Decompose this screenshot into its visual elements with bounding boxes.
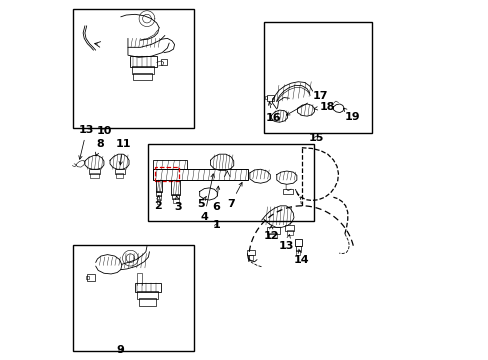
Text: 3: 3 <box>174 196 182 212</box>
Bar <box>86 276 88 279</box>
Bar <box>135 283 161 292</box>
Bar <box>285 225 293 231</box>
Bar <box>153 160 187 169</box>
Bar <box>248 255 253 260</box>
Text: 16: 16 <box>265 102 281 123</box>
Bar <box>156 195 161 200</box>
Bar <box>264 22 371 134</box>
Bar <box>115 168 124 174</box>
Bar <box>161 59 167 65</box>
Bar <box>266 226 279 234</box>
Bar <box>296 250 300 255</box>
Text: 5: 5 <box>197 197 206 210</box>
Bar <box>133 73 152 80</box>
Text: 19: 19 <box>343 108 360 122</box>
Text: 18: 18 <box>313 102 334 112</box>
Bar <box>286 230 292 235</box>
Text: 10: 10 <box>96 126 111 135</box>
Text: 13: 13 <box>79 125 94 159</box>
Text: 1: 1 <box>212 220 220 230</box>
Bar <box>139 298 155 306</box>
Text: 17: 17 <box>286 91 327 115</box>
Bar <box>155 167 179 181</box>
Bar <box>88 168 100 174</box>
Bar <box>268 233 277 238</box>
Text: 15: 15 <box>308 133 323 143</box>
Bar <box>137 291 158 299</box>
Bar <box>155 180 162 192</box>
Text: 13: 13 <box>279 235 294 251</box>
Bar <box>266 95 273 101</box>
Bar <box>156 192 161 196</box>
Text: 6: 6 <box>212 186 220 212</box>
Bar <box>172 194 179 199</box>
Text: 11: 11 <box>115 139 131 165</box>
Text: 2: 2 <box>154 195 161 211</box>
Bar <box>129 56 156 67</box>
Text: 14: 14 <box>293 249 308 265</box>
Bar <box>87 274 94 281</box>
Bar <box>73 9 194 128</box>
Bar <box>156 199 160 204</box>
Bar <box>283 189 292 194</box>
Bar <box>247 250 254 255</box>
Text: 12: 12 <box>263 225 278 240</box>
Bar <box>73 244 194 351</box>
Bar <box>89 173 99 178</box>
Text: 7: 7 <box>226 183 242 209</box>
Bar <box>294 239 301 246</box>
Bar <box>147 144 314 221</box>
Text: 9: 9 <box>117 345 124 355</box>
Bar <box>172 198 178 203</box>
Text: 4: 4 <box>200 174 214 221</box>
Bar <box>131 66 154 74</box>
Text: 8: 8 <box>95 139 104 156</box>
Bar <box>153 169 247 180</box>
Bar <box>171 180 180 195</box>
Bar <box>116 173 123 178</box>
Bar <box>264 96 267 99</box>
Bar <box>295 246 300 251</box>
